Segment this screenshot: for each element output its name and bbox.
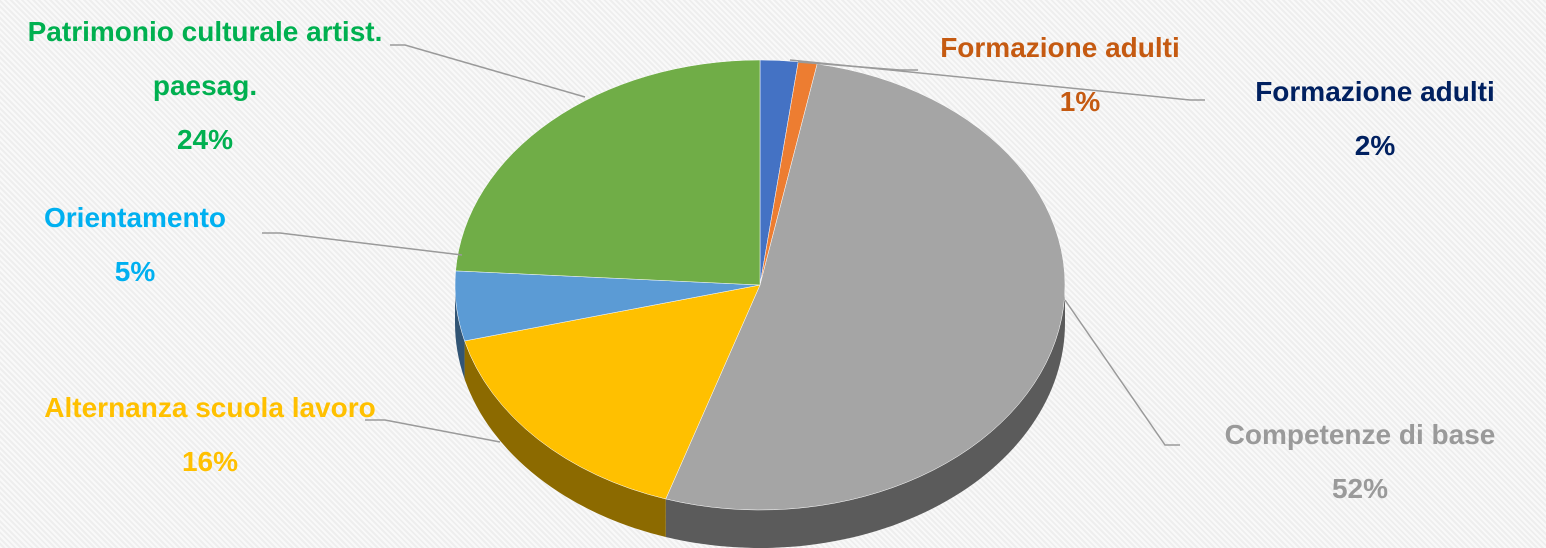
category-label: Formazione adulti [1255, 76, 1495, 107]
slice-side [464, 340, 666, 537]
value-label: 2% [1354, 130, 1396, 161]
value-label: 24% [176, 124, 234, 155]
category-label: Orientamento [43, 202, 227, 233]
category-label: Formazione adulti [940, 32, 1180, 63]
leader-line [390, 44, 586, 98]
slice-side [665, 285, 1065, 548]
slice-label: Patrimonio culturale artist. paesag. 24% [20, 5, 390, 167]
slice-side [455, 285, 465, 379]
leader-line [797, 61, 918, 71]
slice-label: Competenze di base 52% [1175, 408, 1545, 516]
leader-line [262, 232, 463, 256]
category-label: Competenze di base [1224, 419, 1496, 450]
value-label: 1% [1059, 86, 1101, 117]
value-label: 52% [1331, 473, 1389, 504]
value-label: 5% [114, 256, 156, 287]
slice [455, 59, 761, 286]
slice [464, 284, 761, 500]
slice-label: Formazione adulti 2% [1195, 65, 1546, 173]
leader-lines [262, 44, 1205, 446]
category-label: Alternanza scuola lavoro [44, 392, 376, 423]
leader-line [789, 59, 1205, 101]
category-label: Patrimonio culturale artist. paesag. [27, 16, 383, 101]
slice-label: Formazione adulti 1% [905, 21, 1215, 129]
leader-line [365, 419, 501, 443]
leader-line [1064, 299, 1180, 446]
value-label: 16% [181, 446, 239, 477]
slice-label: Alternanza scuola lavoro 16% [40, 381, 380, 489]
slice-label: Orientamento 5% [0, 191, 270, 299]
slice [665, 63, 1066, 511]
pie [454, 59, 1066, 548]
